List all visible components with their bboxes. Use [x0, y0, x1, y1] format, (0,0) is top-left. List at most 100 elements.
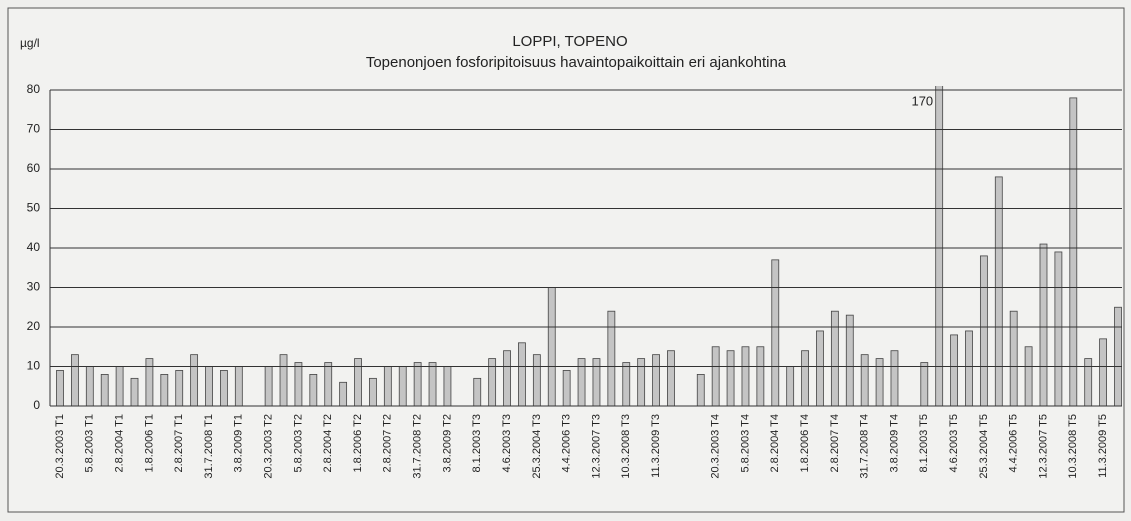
x-tick-label: 2.8.2004 T1 [114, 414, 126, 473]
bar [473, 377, 482, 407]
x-tick-label: 25.3.2004 T5 [978, 414, 990, 479]
bar [741, 346, 750, 407]
bar [190, 354, 199, 407]
bar [547, 287, 556, 407]
y-axis-label: µg/l [20, 36, 40, 50]
x-tick-label: 20.3.2003 T2 [263, 414, 275, 479]
x-tick-label: 4.4.2006 T3 [561, 414, 573, 473]
bar [264, 366, 273, 407]
x-tick-label: 20.3.2003 T1 [54, 414, 66, 479]
bar [443, 366, 452, 407]
bar [577, 358, 586, 407]
bar [756, 346, 765, 407]
bar [965, 330, 973, 407]
bar [667, 350, 675, 407]
chart-subtitle: Topenonjoen fosforipitoisuus havaintopai… [366, 54, 787, 71]
bar [1024, 346, 1033, 407]
bar [1099, 338, 1107, 407]
y-tick-label: 50 [27, 201, 41, 215]
bar [234, 366, 243, 407]
bar [160, 373, 169, 407]
bar [383, 366, 392, 407]
bar [503, 350, 511, 407]
bar [398, 366, 407, 407]
x-tick-label: 12.3.2007 T3 [590, 414, 602, 479]
bar [816, 330, 824, 407]
x-tick-label: 20.3.2003 T4 [710, 414, 722, 479]
bar [1114, 306, 1122, 407]
x-tick-label: 1.8.2006 T2 [352, 414, 364, 473]
x-tick-label: 11.3.2009 T3 [650, 414, 662, 478]
bar [786, 366, 795, 407]
bar [175, 370, 184, 407]
bar [1069, 97, 1078, 407]
x-tick-label: 2.8.2004 T4 [769, 414, 781, 473]
x-tick-label: 10.3.2008 T3 [620, 414, 632, 479]
bar [1084, 358, 1093, 407]
x-tick-label: 3.8.2009 T4 [888, 414, 900, 473]
bar [845, 314, 854, 407]
x-tick-label: 2.8.2007 T1 [173, 414, 185, 473]
x-tick-label: 5.8.2003 T2 [292, 414, 304, 473]
bar [592, 358, 601, 407]
x-tick-label: 11.3.2009 T5 [1097, 414, 1109, 478]
y-tick-label: 80 [27, 82, 41, 96]
x-tick-label: 4.4.2006 T5 [1008, 414, 1020, 473]
bar [413, 362, 422, 407]
bar [1009, 310, 1018, 407]
bar [637, 358, 646, 407]
x-tick-label: 2.8.2007 T4 [829, 414, 841, 473]
y-tick-label: 40 [27, 240, 41, 254]
bar [1054, 251, 1063, 407]
bar [994, 176, 1003, 407]
bar [532, 354, 541, 407]
bar [354, 358, 362, 407]
bar [711, 346, 720, 407]
bar [726, 350, 735, 407]
y-tick-label: 70 [27, 122, 41, 136]
x-tick-label: 4.6.2003 T5 [948, 414, 960, 473]
y-tick-label: 10 [27, 359, 41, 373]
bar [607, 310, 616, 407]
x-tick-label: 5.8.2003 T1 [84, 414, 96, 473]
bar [428, 362, 437, 407]
bar [652, 354, 660, 407]
bar [85, 366, 94, 407]
x-tick-label: 31.7.2008 T4 [859, 414, 871, 479]
x-tick-label: 3.8.2009 T1 [233, 414, 245, 473]
x-tick-label: 2.8.2007 T2 [382, 414, 394, 473]
bar [145, 358, 154, 407]
x-tick-label: 1.8.2006 T4 [799, 414, 811, 473]
bar [71, 354, 79, 407]
bar [860, 354, 869, 407]
bar [830, 310, 839, 407]
bar [220, 370, 228, 407]
x-tick-label: 3.8.2009 T2 [441, 414, 453, 473]
y-tick-label: 20 [27, 319, 41, 333]
x-tick-label: 1.8.2006 T1 [143, 414, 155, 473]
x-tick-label: 31.7.2008 T1 [203, 414, 215, 479]
bar [339, 381, 348, 407]
bar [324, 362, 333, 407]
bar [369, 377, 377, 407]
bar [875, 358, 884, 407]
x-tick-label: 8.1.2003 T5 [918, 414, 930, 473]
x-tick-label: 5.8.2003 T4 [739, 414, 751, 473]
x-tick-label: 25.3.2004 T3 [531, 414, 543, 479]
bar [696, 373, 705, 407]
bar [205, 366, 213, 407]
y-tick-label: 0 [33, 398, 40, 412]
bar [115, 366, 124, 407]
bar [1039, 243, 1048, 407]
bar [294, 362, 303, 407]
x-tick-label: 10.3.2008 T5 [1067, 414, 1079, 479]
bar [130, 377, 139, 407]
bar [950, 334, 958, 407]
bar [801, 350, 809, 407]
y-tick-label: 30 [27, 280, 41, 294]
bar [562, 370, 571, 407]
value-label: 170 [911, 93, 933, 108]
bar [890, 350, 899, 407]
